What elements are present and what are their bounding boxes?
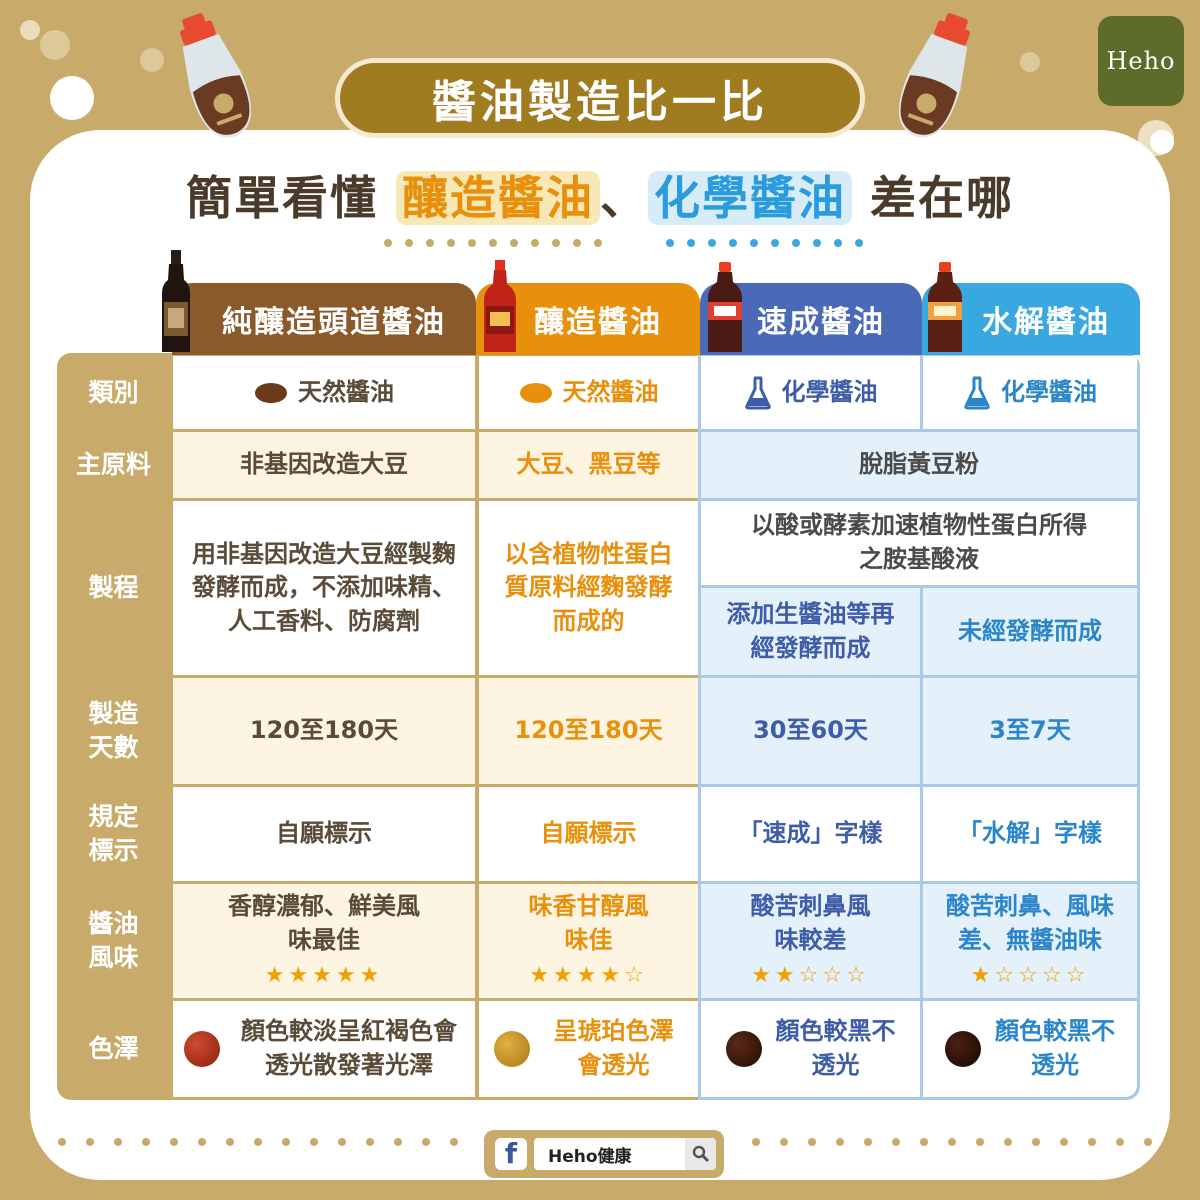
cell-process: 添加生醬油等再經發酵而成 <box>701 588 920 675</box>
rating-stars: ★★★★☆ <box>529 963 648 989</box>
cell-flavor: 酸苦刺鼻風味較差 ★★☆☆☆ <box>701 884 920 998</box>
divider-dots <box>666 239 863 247</box>
pet-bottle-icon <box>708 262 742 352</box>
cell-category: 化學醬油 <box>923 356 1137 429</box>
row-label-category: 類別 <box>57 356 170 429</box>
flask-icon <box>744 376 771 409</box>
footer-dots <box>58 1138 458 1146</box>
subtitle-brewed: 釀造醬油 <box>396 171 600 225</box>
cell-process: 以酸或酵素加速植物性蛋白所得之胺基酸液 <box>701 501 1137 585</box>
subtitle-sep: 、 <box>600 171 648 225</box>
decor-circle <box>1150 130 1174 154</box>
subtitle-chemical: 化學醬油 <box>648 171 852 225</box>
cell-category: 天然醬油 <box>479 356 698 429</box>
row-label-color: 色澤 <box>57 1001 170 1097</box>
subtitle-prefix: 簡單看懂 <box>185 171 378 225</box>
cell-flavor: 酸苦刺鼻、風味差、無醬油味 ★☆☆☆☆ <box>923 884 1137 998</box>
soy-dispenser-icon <box>899 13 970 138</box>
subtitle: 簡單看懂 釀造醬油、化學醬油 差在哪 <box>0 162 1200 228</box>
cell-category: 化學醬油 <box>701 356 920 429</box>
cell-color: 呈琥珀色澤會透光 <box>479 1001 698 1097</box>
red-bottle-icon <box>484 260 516 352</box>
heho-logo: Heho <box>1098 16 1184 106</box>
cell-color: 顏色較黑不透光 <box>701 1001 920 1097</box>
decor-circle <box>20 20 40 40</box>
row-label-ingredient: 主原料 <box>57 432 170 498</box>
bean-icon <box>519 382 552 403</box>
cell-labeling: 「水解」字樣 <box>923 787 1137 881</box>
cell-process: 以含植物性蛋白質原料經麴發酵而成的 <box>479 501 698 675</box>
rating-stars: ★★★★★ <box>264 963 384 989</box>
bean-icon <box>255 382 287 403</box>
cell-days: 120至180天 <box>479 678 698 784</box>
flask-icon <box>964 376 990 409</box>
row-label-days: 製造天數 <box>57 678 170 784</box>
cell-days: 30至60天 <box>701 678 920 784</box>
color-swatch <box>184 1031 220 1067</box>
cell-color: 顏色較黑不透光 <box>923 1001 1137 1097</box>
facebook-icon[interactable]: f <box>495 1137 527 1170</box>
cell-process: 未經發酵而成 <box>923 588 1137 675</box>
cell-labeling: 自願標示 <box>479 787 698 881</box>
black-bottle-icon <box>162 250 190 352</box>
column-header-pure-brewed: 純釀造頭道醬油 <box>172 283 476 355</box>
cell-color: 顏色較淡呈紅褐色會透光散發著光澤 <box>173 1001 475 1097</box>
color-swatch <box>945 1031 981 1067</box>
footer-dots <box>752 1138 1152 1146</box>
cell-process: 用非基因改造大豆經製麴發酵而成，不添加味精、人工香料、防腐劑 <box>173 501 475 675</box>
decor-circle <box>50 76 94 120</box>
subtitle-suffix: 差在哪 <box>870 171 1015 225</box>
cell-days: 120至180天 <box>173 678 475 784</box>
pet-bottle-icon <box>928 262 962 352</box>
cell-ingredient: 非基因改造大豆 <box>173 432 475 498</box>
row-label-process: 製程 <box>57 501 170 675</box>
decor-circle <box>40 30 70 60</box>
page-title: 醬油製造比一比 <box>335 58 865 138</box>
cell-labeling: 自願標示 <box>173 787 475 881</box>
cell-category: 天然醬油 <box>173 356 475 429</box>
search-icon[interactable] <box>685 1138 716 1170</box>
divider-dots <box>384 239 602 247</box>
row-label-flavor: 醬油風味 <box>57 884 170 998</box>
soy-dispenser-icon <box>180 13 251 138</box>
cell-ingredient: 脫脂黃豆粉 <box>701 432 1137 498</box>
rating-stars: ★★☆☆☆ <box>751 963 870 989</box>
cell-ingredient: 大豆、黑豆等 <box>479 432 698 498</box>
cell-days: 3至7天 <box>923 678 1137 784</box>
color-swatch <box>725 1031 762 1067</box>
rating-stars: ★☆☆☆☆ <box>970 963 1090 989</box>
cell-flavor: 香醇濃郁、鮮美風味最佳 ★★★★★ <box>173 884 475 998</box>
cell-flavor: 味香甘醇風味佳 ★★★★☆ <box>479 884 698 998</box>
decor-circle <box>1020 52 1040 72</box>
color-swatch <box>493 1031 530 1067</box>
decor-circle <box>140 48 164 72</box>
row-label-labeling: 規定標示 <box>57 787 170 881</box>
cell-labeling: 「速成」字樣 <box>701 787 920 881</box>
